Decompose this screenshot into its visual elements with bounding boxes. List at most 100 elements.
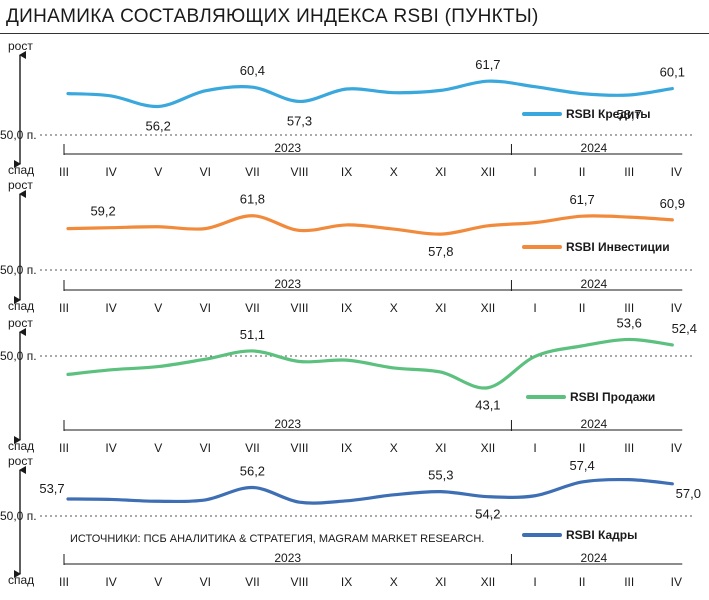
source-note: ИСТОЧНИКИ: ПСБ АНАЛИТИКА & СТРАТЕГИЯ, MA… <box>70 533 485 545</box>
series-line <box>66 337 674 390</box>
month-tick-label: VI <box>200 441 211 455</box>
baseline-label: 50,0 п. <box>0 263 37 277</box>
chart-title: ДИНАМИКА СОСТАВЛЯЮЩИХ ИНДЕКСА RSBI (ПУНК… <box>6 6 539 27</box>
month-tick-label: II <box>579 441 586 455</box>
month-tick-label: VII <box>245 301 260 315</box>
month-tick-label: XI <box>435 441 446 455</box>
month-tick-label: V <box>154 441 162 455</box>
month-tick-label: V <box>154 301 162 315</box>
year-label: 2024 <box>581 417 608 431</box>
series-line <box>66 477 674 505</box>
data-label: 43,1 <box>475 398 500 413</box>
axis-down-label: спад <box>8 299 34 313</box>
axis-up-label: рост <box>8 316 33 330</box>
month-tick-label: I <box>533 575 536 589</box>
month-tick-label: II <box>579 301 586 315</box>
month-tick-label: VIII <box>290 441 308 455</box>
data-label: 60,9 <box>660 196 685 211</box>
month-tick-label: II <box>579 575 586 589</box>
month-tick-label: I <box>533 441 536 455</box>
axis-up-label: рост <box>8 454 33 468</box>
year-label: 2024 <box>581 141 608 155</box>
year-label: 2024 <box>581 551 608 565</box>
month-tick-label: III <box>59 301 69 315</box>
month-tick-label: VI <box>200 301 211 315</box>
legend-label: RSBI Инвестиции <box>566 240 670 254</box>
data-label: 61,8 <box>240 192 265 207</box>
month-tick-label: VII <box>245 575 260 589</box>
month-tick-label: III <box>624 165 634 179</box>
data-label: 60,1 <box>660 65 685 80</box>
axis-down-label: спад <box>8 573 34 587</box>
series-line <box>66 79 674 109</box>
month-tick-label: XII <box>481 165 496 179</box>
year-label: 2023 <box>274 277 301 291</box>
month-tick-label: VIII <box>290 165 308 179</box>
month-tick-label: VI <box>200 165 211 179</box>
month-tick-label: VI <box>200 575 211 589</box>
data-label: 55,3 <box>428 468 453 483</box>
baseline-label: 50,0 п. <box>0 128 37 142</box>
baseline-label: 50,0 п. <box>0 349 37 363</box>
data-label: 56,2 <box>146 118 171 133</box>
data-label: 59,2 <box>90 204 115 219</box>
month-tick-label: IV <box>671 165 682 179</box>
month-tick-label: III <box>59 441 69 455</box>
month-tick-label: IX <box>341 441 352 455</box>
month-tick-label: XII <box>481 441 496 455</box>
month-tick-label: XI <box>435 165 446 179</box>
month-tick-label: IV <box>105 441 116 455</box>
year-label: 2023 <box>274 417 301 431</box>
baseline-label: 50,0 п. <box>0 509 37 523</box>
data-label: 53,6 <box>617 315 642 330</box>
month-tick-label: XI <box>435 301 446 315</box>
month-tick-label: X <box>390 441 398 455</box>
axis-up-label: рост <box>8 39 33 53</box>
month-tick-label: X <box>390 301 398 315</box>
month-tick-label: IX <box>341 575 352 589</box>
axis-down-label: спад <box>8 439 34 453</box>
data-label: 58,7 <box>617 107 642 122</box>
data-label: 57,4 <box>569 458 594 473</box>
legend-label: RSBI Кредиты <box>566 107 650 121</box>
year-label: 2024 <box>581 277 608 291</box>
month-tick-label: III <box>624 575 634 589</box>
month-tick-label: VIII <box>290 575 308 589</box>
data-label: 56,2 <box>240 463 265 478</box>
month-tick-label: VII <box>245 165 260 179</box>
data-label: 60,4 <box>240 63 265 78</box>
month-tick-label: IV <box>671 575 682 589</box>
data-label: 57,0 <box>676 486 701 501</box>
month-tick-label: III <box>624 441 634 455</box>
legend-label: RSBI Продажи <box>570 390 655 404</box>
month-tick-label: IV <box>105 165 116 179</box>
data-label: 57,3 <box>287 113 312 128</box>
month-tick-label: V <box>154 575 162 589</box>
data-label: 53,7 <box>39 481 64 496</box>
data-label: 54,2 <box>475 507 500 522</box>
month-tick-label: IV <box>105 575 116 589</box>
legend-label: RSBI Кадры <box>566 528 637 542</box>
month-tick-label: I <box>533 165 536 179</box>
series-line <box>66 214 674 236</box>
data-label: 57,8 <box>428 244 453 259</box>
month-tick-label: I <box>533 301 536 315</box>
month-tick-label: IX <box>341 301 352 315</box>
data-label: 61,7 <box>475 57 500 72</box>
title-divider <box>0 33 709 34</box>
month-tick-label: XI <box>435 575 446 589</box>
month-tick-label: IV <box>671 301 682 315</box>
month-tick-label: XII <box>481 301 496 315</box>
month-tick-label: V <box>154 165 162 179</box>
month-tick-label: X <box>390 575 398 589</box>
month-tick-label: II <box>579 165 586 179</box>
month-tick-label: III <box>59 165 69 179</box>
month-tick-label: VII <box>245 441 260 455</box>
axis-up-label: рост <box>8 178 33 192</box>
month-tick-label: IX <box>341 165 352 179</box>
axis-down-label: спад <box>8 163 34 177</box>
month-tick-label: III <box>59 575 69 589</box>
month-tick-label: X <box>390 165 398 179</box>
data-label: 52,4 <box>672 321 697 336</box>
